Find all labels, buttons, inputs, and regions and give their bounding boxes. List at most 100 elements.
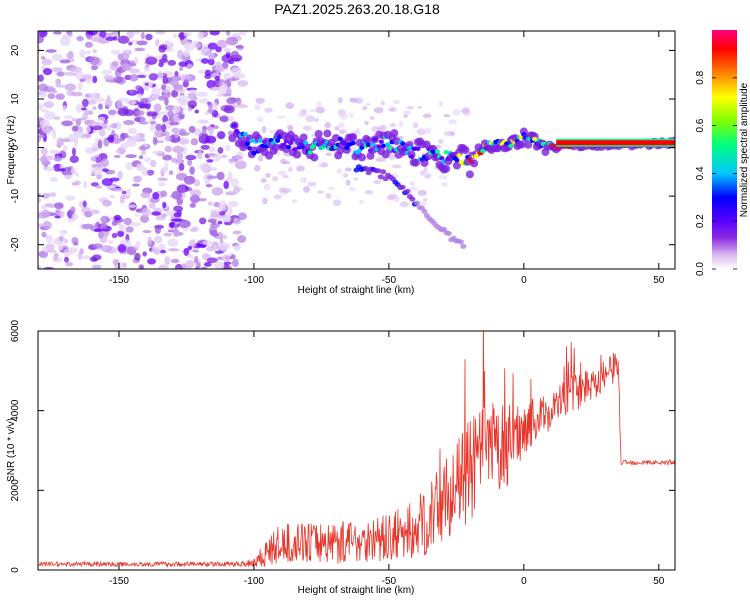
noise-blob <box>182 227 189 232</box>
branch-blob <box>399 184 406 190</box>
snr-panel: -150 -100 -50 0 50 0 2000 4000 6000 Height of s… <box>6 319 676 596</box>
noise-blob <box>91 167 103 177</box>
noise-blob <box>387 153 397 160</box>
noise-blob <box>125 154 137 159</box>
noise-blob <box>103 119 109 125</box>
noise-blob <box>132 31 141 35</box>
noise-blob <box>126 188 132 197</box>
ridge-blob <box>408 154 415 159</box>
noise-blob <box>305 115 315 122</box>
noise-blob <box>135 85 143 91</box>
noise-blob <box>86 99 97 105</box>
noise-blob <box>264 107 273 113</box>
noise-blob <box>116 100 123 109</box>
noise-blob <box>56 235 66 244</box>
noise-blob <box>151 87 161 96</box>
noise-blob <box>211 187 224 196</box>
noise-blob <box>82 74 93 80</box>
noise-blob <box>177 95 189 104</box>
noise-blob <box>129 68 140 74</box>
ridge-blob <box>257 138 264 143</box>
noise-blob <box>60 138 71 142</box>
noise-blob <box>420 201 427 206</box>
ridge-blob <box>415 146 421 151</box>
noise-blob <box>188 125 196 133</box>
noise-blob <box>72 125 79 132</box>
noise-blob <box>210 211 220 218</box>
noise-blob <box>153 103 162 112</box>
noise-blob <box>223 180 229 190</box>
noise-blob <box>91 142 100 152</box>
noise-blob <box>65 195 76 201</box>
noise-blob <box>151 95 160 99</box>
y-tick-label: 20 <box>10 44 21 56</box>
noise-blob <box>410 180 416 187</box>
noise-blob <box>179 31 185 41</box>
ridge-blob <box>244 141 251 147</box>
noise-blob <box>315 106 325 114</box>
colorbar: 0.0 0.2 0.4 0.6 0.8 Normalized spectral ampl… <box>695 30 750 276</box>
noise-blob <box>202 240 215 246</box>
snr-background <box>38 331 675 570</box>
snr-y-ticks: 0 2000 4000 6000 <box>10 319 675 573</box>
noise-blob <box>161 124 167 133</box>
noise-blob <box>167 44 174 48</box>
noise-blob <box>393 99 401 105</box>
x-tick-label: -150 <box>109 576 129 587</box>
noise-blob <box>170 258 180 264</box>
noise-blob <box>210 101 218 111</box>
noise-blob <box>181 263 187 269</box>
noise-blob <box>142 251 147 257</box>
noise-blob <box>208 152 216 157</box>
ridge-blob <box>299 133 308 142</box>
noise-blob <box>89 209 101 215</box>
noise-blob <box>165 105 176 111</box>
noise-blob <box>174 263 183 269</box>
noise-blob <box>174 70 179 77</box>
noise-blob <box>135 208 142 212</box>
noise-blob <box>169 79 179 86</box>
noise-blob <box>239 31 247 36</box>
noise-blob <box>393 195 400 203</box>
noise-blob <box>276 115 286 119</box>
noise-blob <box>56 137 64 147</box>
noise-blob <box>178 114 185 120</box>
noise-blob <box>424 172 432 179</box>
ridge-blob <box>411 158 420 167</box>
noise-blob <box>204 69 212 77</box>
noise-blob <box>408 186 418 191</box>
noise-blob <box>327 186 336 190</box>
noise-blob <box>38 90 48 98</box>
noise-blob <box>85 93 95 100</box>
noise-blob <box>215 65 223 74</box>
noise-blob <box>277 170 288 176</box>
ridge-blob <box>380 143 387 149</box>
noise-blob <box>416 128 427 136</box>
noise-blob <box>313 117 320 123</box>
noise-blob <box>112 259 120 266</box>
noise-blob <box>155 38 160 47</box>
noise-blob <box>76 35 84 42</box>
noise-blob <box>233 186 240 194</box>
noise-blob <box>146 111 158 117</box>
noise-blob <box>58 210 65 218</box>
noise-blob <box>106 185 116 189</box>
noise-blob <box>103 138 110 147</box>
x-tick-label: 50 <box>653 275 665 286</box>
noise-blob <box>208 126 215 136</box>
ridge-blob <box>331 133 340 142</box>
noise-blob <box>157 177 168 182</box>
noise-blob <box>92 49 97 54</box>
ridge-blob <box>364 136 373 145</box>
noise-blob <box>157 70 164 78</box>
noise-blob <box>111 220 118 226</box>
noise-blob <box>75 103 84 113</box>
noise-blob <box>88 56 100 66</box>
noise-blob <box>438 175 448 180</box>
noise-blob <box>91 264 102 269</box>
noise-blob <box>412 122 419 129</box>
noise-blob <box>40 147 48 156</box>
noise-blob <box>121 190 127 195</box>
noise-blob <box>92 258 98 262</box>
noise-blob <box>178 61 188 68</box>
